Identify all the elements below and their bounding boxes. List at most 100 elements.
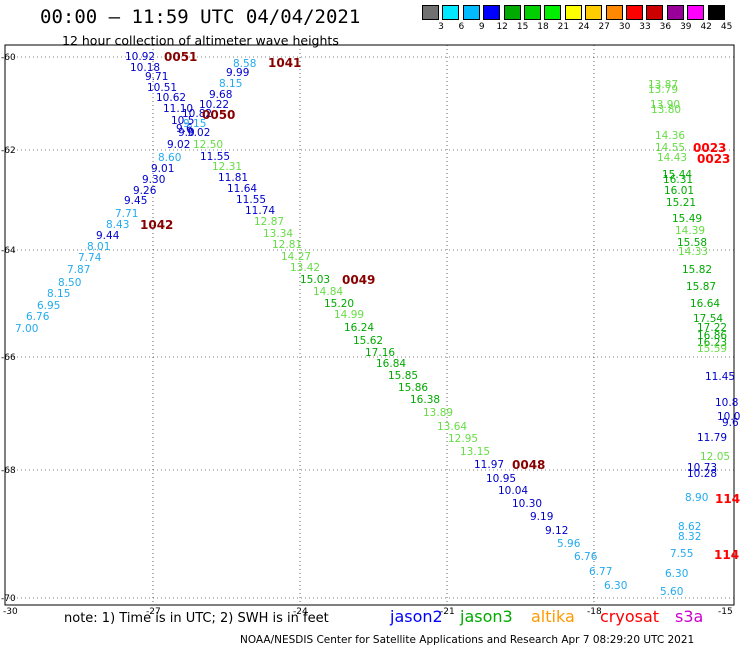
wave-height-label: 9.02 bbox=[167, 139, 190, 151]
wave-height-label: 13.64 bbox=[437, 421, 467, 433]
wave-height-label: 11.55 bbox=[200, 151, 230, 163]
chart-subtitle: 12 hour collection of altimeter wave hei… bbox=[62, 33, 339, 48]
wave-height-label: 10.30 bbox=[512, 498, 542, 510]
legend-swatch bbox=[564, 5, 582, 20]
wave-height-label: 14.36 bbox=[655, 130, 685, 142]
wave-height-label: 8.15 bbox=[219, 78, 242, 90]
legend-label: 12 bbox=[496, 22, 508, 32]
wave-height-label: 15.59 bbox=[697, 343, 727, 355]
track-id-label: 0023 bbox=[697, 152, 730, 166]
wave-height-label: 10.51 bbox=[147, 82, 177, 94]
wave-height-label: 13.90 bbox=[650, 99, 680, 111]
wave-height-label: 12.50 bbox=[193, 139, 223, 151]
wave-height-label: 14.27 bbox=[281, 251, 311, 263]
track-id-label: 0051 bbox=[164, 50, 197, 64]
wave-height-label: 16.01 bbox=[664, 185, 694, 197]
wave-height-label: 15.62 bbox=[353, 335, 383, 347]
wave-height-label: 6.30 bbox=[665, 568, 688, 580]
wave-height-label: 14.43 bbox=[657, 152, 687, 164]
legend-swatch bbox=[422, 5, 439, 20]
wave-height-label: 16.24 bbox=[344, 322, 374, 334]
lon-label: -27 bbox=[146, 607, 161, 617]
wave-height-label: 14.84 bbox=[313, 286, 343, 298]
track-id-label: 0048 bbox=[512, 458, 545, 472]
wave-height-label: 6.76 bbox=[26, 311, 50, 323]
wave-height-label: 10.5 bbox=[171, 115, 194, 127]
wave-height-label: 11.64 bbox=[227, 183, 257, 195]
wave-height-label: 6.76 bbox=[574, 551, 598, 563]
wave-height-label: 9.26 bbox=[133, 185, 157, 197]
satellite-altika: altika bbox=[531, 607, 575, 626]
wave-height-label: 14.55 bbox=[655, 142, 685, 154]
wave-height-label: 11.79 bbox=[697, 432, 727, 444]
legend-swatch bbox=[462, 5, 480, 20]
wave-height-label: 7.00 bbox=[15, 323, 38, 335]
wave-height-label: 16.86 bbox=[697, 330, 727, 342]
wave-height-label: 11.74 bbox=[245, 205, 275, 217]
wave-height-label: 11.81 bbox=[218, 172, 248, 184]
satellite-jason3: jason3 bbox=[460, 607, 513, 626]
lon-label: -15 bbox=[718, 607, 733, 617]
wave-height-label: 9.6 bbox=[722, 417, 739, 429]
track-id-label: 114 bbox=[715, 492, 740, 506]
wave-height-label: 8.62 bbox=[678, 521, 701, 533]
wave-height-label: 14.39 bbox=[675, 225, 705, 237]
credit-line: NOAA/NESDIS Center for Satellite Applica… bbox=[240, 634, 695, 646]
track-id-label: 1042 bbox=[140, 218, 173, 232]
wave-height-label: 13.80 bbox=[651, 104, 681, 116]
wave-height-label: 17.22 bbox=[697, 322, 727, 334]
wave-height-label: 8.50 bbox=[58, 277, 81, 289]
wave-height-label: 15.49 bbox=[672, 213, 702, 225]
wave-height-label: 15.87 bbox=[686, 281, 716, 293]
wave-height-label: 10.0 bbox=[717, 411, 740, 423]
legend-label: 3 bbox=[438, 22, 444, 32]
wave-height-label: 8.32 bbox=[678, 531, 701, 543]
satellite-cryosat: cryosat bbox=[600, 607, 660, 626]
wave-height-label: 16.31 bbox=[663, 174, 693, 186]
legend-swatch bbox=[707, 5, 725, 20]
wave-height-label: 15.58 bbox=[677, 237, 707, 249]
wave-height-label: 12.87 bbox=[254, 216, 284, 228]
legend-label: 18 bbox=[537, 22, 549, 32]
track-id-label: 0050 bbox=[202, 108, 235, 122]
wave-height-label: 9.68 bbox=[209, 89, 232, 101]
legend-swatch bbox=[626, 5, 643, 20]
legend-swatch bbox=[646, 5, 664, 20]
chart-title: 00:00 – 11:59 UTC 04/04/2021 bbox=[40, 6, 361, 28]
wave-height-label: 13.79 bbox=[648, 84, 678, 96]
wave-height-label: 8.15 bbox=[47, 288, 70, 300]
wave-height-label: 10.18 bbox=[130, 62, 160, 74]
legend-label: 24 bbox=[578, 22, 590, 32]
wave-height-label: 13.42 bbox=[290, 262, 320, 274]
wave-height-label: 10.62 bbox=[156, 92, 186, 104]
lat-label: -68 bbox=[1, 466, 16, 476]
wave-height-label: 6.77 bbox=[589, 566, 612, 578]
legend-swatch bbox=[442, 5, 460, 20]
legend-swatch bbox=[687, 5, 705, 20]
legend-label: 45 bbox=[720, 22, 733, 32]
wave-height-label: 8.58 bbox=[233, 58, 256, 70]
track-id-label: 0049 bbox=[342, 273, 375, 287]
wave-height-label: 11.55 bbox=[236, 194, 266, 206]
satellite-s3a: s3a bbox=[675, 607, 704, 626]
legend-label: 33 bbox=[639, 22, 651, 32]
legend-label: 9 bbox=[478, 22, 485, 32]
wave-height-label: 10.8 bbox=[715, 397, 738, 409]
wave-height-label: 16.38 bbox=[410, 394, 440, 406]
legend-swatch bbox=[483, 5, 501, 20]
legend-label: 15 bbox=[516, 22, 529, 32]
wave-height-label: 9.45 bbox=[124, 195, 147, 207]
wave-height-label: 15.86 bbox=[398, 382, 428, 394]
legend-swatch bbox=[585, 5, 603, 20]
wave-height-label: 17.16 bbox=[365, 347, 395, 359]
lat-label: -62 bbox=[1, 146, 16, 156]
wave-height-label: 10.73 bbox=[687, 462, 717, 474]
wave-height-label: 13.34 bbox=[263, 228, 293, 240]
satellite-jason2: jason2 bbox=[390, 607, 443, 626]
wave-height-label: 16.84 bbox=[376, 358, 406, 370]
wave-height-label: 7.74 bbox=[78, 252, 102, 264]
wave-height-label: 9.01 bbox=[151, 163, 174, 175]
wave-height-label: 11.97 bbox=[474, 459, 504, 471]
legend-swatch bbox=[605, 5, 623, 20]
